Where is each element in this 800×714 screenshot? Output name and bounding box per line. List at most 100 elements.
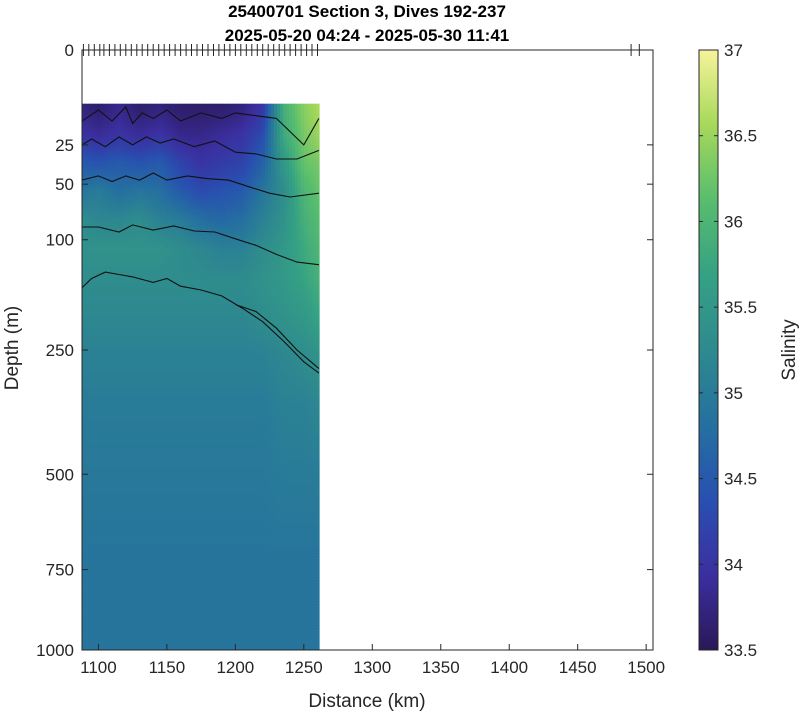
heatmap-cell (106, 163, 110, 168)
heatmap-cell (223, 235, 227, 240)
heatmap-cell (121, 106, 125, 111)
heatmap-cell (172, 169, 176, 174)
heatmap-cell (310, 250, 314, 255)
heatmap-cell (187, 148, 191, 153)
heatmap-cell (229, 148, 233, 153)
heatmap-cell (235, 256, 239, 261)
heatmap-cell (244, 133, 248, 138)
heatmap-cell (196, 235, 200, 240)
heatmap-cell (163, 154, 167, 159)
heatmap-cell (127, 178, 131, 183)
heatmap-cell (85, 160, 89, 165)
heatmap-cell (112, 253, 116, 258)
heatmap-cell (151, 115, 155, 120)
heatmap-cell (100, 259, 104, 264)
heatmap-cell (217, 187, 221, 192)
heatmap-cell (247, 115, 251, 120)
heatmap-cell (139, 124, 143, 129)
heatmap-cell (268, 130, 272, 135)
heatmap-cell (106, 268, 110, 273)
heatmap-cell (232, 241, 236, 246)
heatmap-cell (100, 205, 104, 210)
heatmap-cell (124, 172, 128, 177)
heatmap-cell (247, 109, 251, 114)
heatmap-cell (280, 172, 284, 177)
heatmap-cell (178, 196, 182, 201)
heatmap-cell (142, 154, 146, 159)
heatmap-cell (133, 256, 137, 261)
heatmap-cell (265, 130, 269, 135)
heatmap-cell (217, 172, 221, 177)
heatmap-cell (223, 169, 227, 174)
heatmap-cell (148, 148, 152, 153)
heatmap-cell (283, 232, 287, 237)
heatmap-cell (226, 124, 230, 129)
heatmap-cell (208, 124, 212, 129)
heatmap-cell (307, 109, 311, 114)
heatmap-cell (265, 247, 269, 252)
heatmap-cell (148, 202, 152, 207)
heatmap-cell (229, 283, 233, 288)
heatmap-cell (169, 196, 173, 201)
heatmap-cell (313, 202, 317, 207)
heatmap-cell (190, 118, 194, 123)
heatmap-cell (106, 139, 110, 144)
heatmap-cell (163, 253, 167, 258)
heatmap-cell (97, 121, 101, 126)
heatmap-cell (82, 286, 86, 291)
heatmap-cell (172, 166, 176, 171)
heatmap-cell (193, 163, 197, 168)
heatmap-cell (205, 223, 209, 228)
heatmap-cell (121, 118, 125, 123)
heatmap-cell (94, 178, 98, 183)
heatmap-cell (151, 121, 155, 126)
heatmap-cell (304, 136, 308, 141)
heatmap-cell (103, 259, 107, 264)
heatmap-cell (202, 256, 206, 261)
heatmap-cell (94, 289, 98, 294)
heatmap-cell (262, 235, 266, 240)
heatmap-cell (229, 208, 233, 213)
heatmap-cell (136, 217, 140, 222)
heatmap-cell (301, 238, 305, 243)
heatmap-cell (193, 199, 197, 204)
heatmap-cell (205, 157, 209, 162)
heatmap-cell (307, 151, 311, 156)
heatmap-cell (184, 115, 188, 120)
heatmap-cell (130, 292, 134, 297)
heatmap-cell (220, 274, 224, 279)
heatmap-cell (298, 274, 302, 279)
heatmap-cell (130, 121, 134, 126)
heatmap-cell (271, 271, 275, 276)
heatmap-cell (235, 211, 239, 216)
heatmap-cell (313, 211, 317, 216)
heatmap-cell (298, 256, 302, 261)
heatmap-cell (256, 286, 260, 291)
heatmap-cell (157, 157, 161, 162)
heatmap-cell (142, 139, 146, 144)
heatmap-cell (289, 241, 293, 246)
heatmap-cell (298, 109, 302, 114)
heatmap-cell (178, 166, 182, 171)
heatmap-cell (127, 193, 131, 198)
heatmap-cell (130, 259, 134, 264)
heatmap-cell (127, 196, 131, 201)
heatmap-cell (106, 148, 110, 153)
heatmap-cell (100, 184, 104, 189)
heatmap-cell (103, 235, 107, 240)
heatmap-cell (298, 151, 302, 156)
heatmap-cell (292, 208, 296, 213)
heatmap-cell (289, 211, 293, 216)
heatmap-cell (316, 184, 320, 189)
heatmap-cell (133, 205, 137, 210)
heatmap-cell (172, 268, 176, 273)
heatmap-cell (223, 109, 227, 114)
heatmap-cell (259, 148, 263, 153)
heatmap-cell (115, 253, 119, 258)
heatmap-cell (238, 220, 242, 225)
heatmap-cell (268, 103, 272, 108)
heatmap-cell (97, 268, 101, 273)
heatmap-cell (112, 166, 116, 171)
heatmap-cell (136, 154, 140, 159)
heatmap-cell (184, 106, 188, 111)
